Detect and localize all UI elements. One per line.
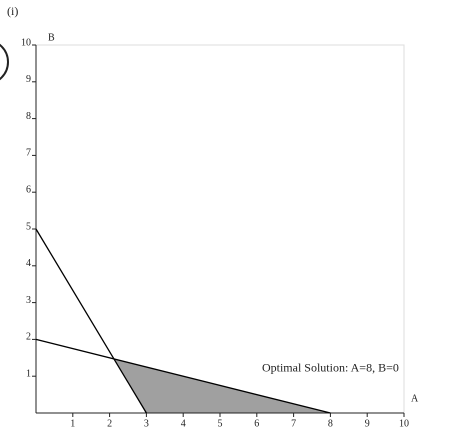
y-tick-label: 8 — [26, 111, 31, 122]
y-tick-label: 9 — [26, 74, 31, 85]
x-tick-label: 9 — [365, 418, 370, 429]
y-tick-label: 4 — [26, 258, 31, 269]
cropped-circle — [0, 43, 9, 81]
y-tick-label: 3 — [26, 295, 31, 306]
y-axis-label: B — [48, 32, 55, 43]
constraint-line — [35, 228, 147, 414]
x-tick-label: 4 — [181, 418, 186, 429]
x-tick-label: 1 — [70, 418, 75, 429]
y-tick-label: 2 — [26, 332, 31, 343]
x-tick-label: 3 — [144, 418, 149, 429]
y-tick-label: 7 — [26, 148, 31, 159]
x-tick-label: 10 — [399, 418, 409, 429]
x-axis-label: A — [411, 393, 419, 404]
plot-frame — [35, 44, 405, 414]
y-tick-label: 5 — [26, 221, 31, 232]
x-tick-label: 2 — [107, 418, 112, 429]
y-tick-label: 6 — [26, 184, 31, 195]
chart-title: (i) — [7, 4, 18, 18]
y-tick-label: 10 — [21, 37, 31, 48]
x-tick-label: 8 — [328, 418, 333, 429]
x-tick-label: 6 — [254, 418, 259, 429]
y-tick-label: 1 — [26, 368, 31, 379]
constraint-line — [35, 338, 331, 414]
x-tick-label: 7 — [291, 418, 296, 429]
x-tick-label: 5 — [218, 418, 223, 429]
annotation: Optimal Solution: A=8, B=0 — [262, 361, 399, 375]
